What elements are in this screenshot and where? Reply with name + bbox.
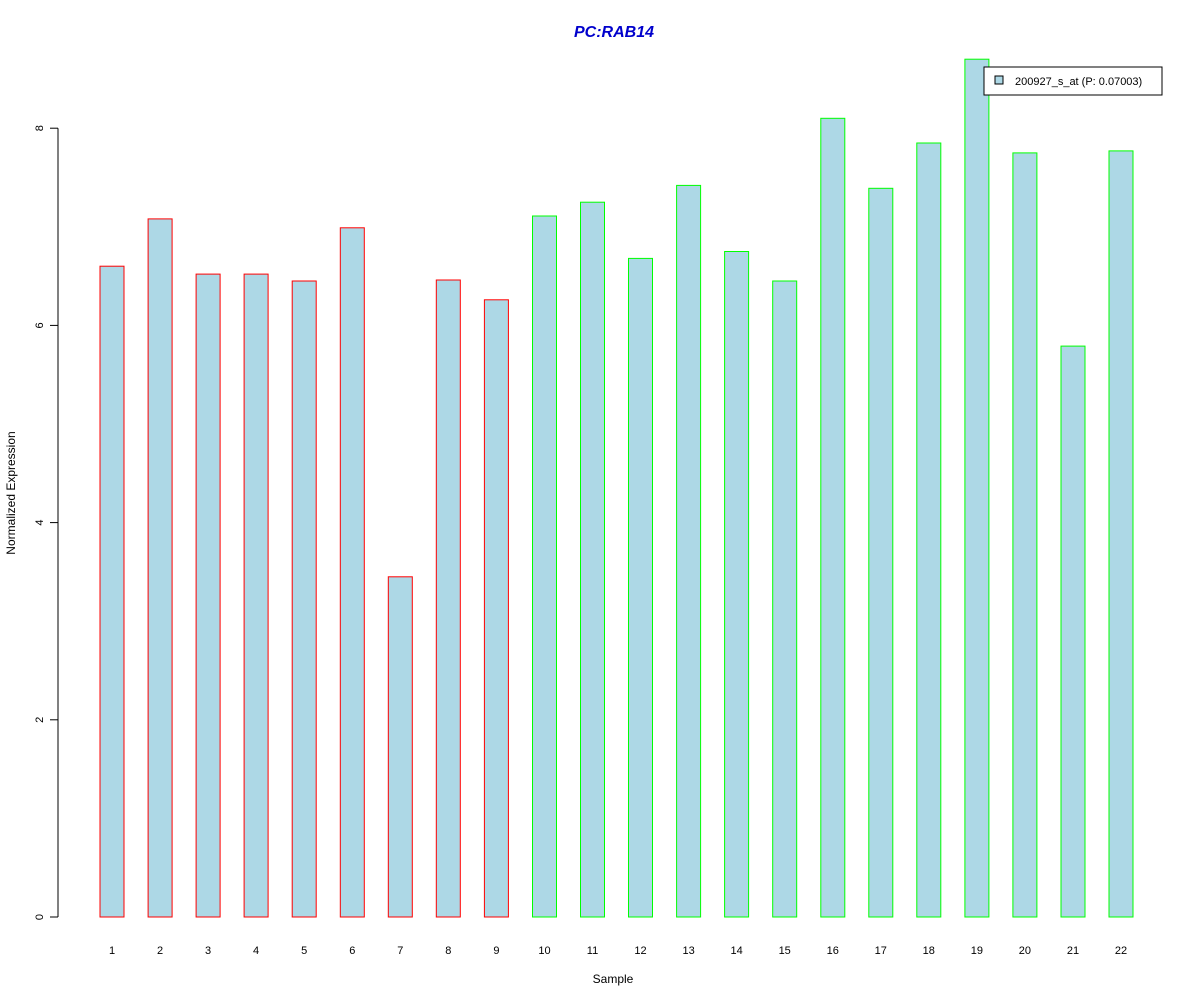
bar-12 [628,257,653,918]
x-tick-label: 12 [634,945,646,957]
bar-13 [676,184,702,918]
bar-5 [291,280,317,918]
bar-6 [339,227,365,918]
x-tick-label: 3 [205,945,211,957]
bar-11 [580,201,605,918]
y-axis-label: Normalized Expression [4,431,18,554]
bar-18 [916,142,942,918]
bar-7 [387,576,413,918]
bar-15 [772,280,798,918]
chart-title: PC:RAB14 [574,24,654,41]
bar-10 [532,215,557,918]
bar-4 [243,273,269,918]
bar-3 [195,273,221,918]
x-tick-label: 10 [538,945,550,957]
bar-14 [724,251,750,918]
legend-swatch [994,75,1004,85]
x-tick-label: 21 [1067,945,1079,957]
x-tick-label: 16 [827,945,839,957]
x-tick-label: 5 [301,945,307,957]
bar-9 [483,299,509,918]
bar-20 [1012,152,1038,918]
bar-8 [435,279,461,918]
y-tick-label: 0 [34,914,46,920]
x-tick-label: 18 [923,945,935,957]
x-tick-label: 15 [779,945,791,957]
y-tick-label: 6 [34,322,46,328]
y-axis: 0 2 4 6 8 [34,125,59,920]
bar-22 [1108,150,1134,918]
x-axis-label: Sample [593,972,634,986]
y-tick-label: 4 [34,520,46,526]
x-tick-label: 4 [253,945,259,957]
x-tick-label: 11 [587,945,598,957]
x-tick-label: 19 [971,945,983,957]
legend: 200927_s_at (P: 0.07003) [983,66,1163,96]
bar-2 [147,218,173,918]
x-tick-label: 13 [682,945,694,957]
x-tick-label: 1 [109,945,115,957]
bars [99,58,1134,918]
y-tick-label: 8 [34,125,46,131]
x-tick-label: 9 [493,945,499,957]
x-tick-labels: 1 2 3 4 5 6 7 8 9 10 11 12 13 14 15 16 17 18 19 20 21 22 [109,945,1127,957]
x-tick-label: 7 [397,945,403,957]
y-tick-label: 2 [34,717,46,723]
bar-16 [820,117,846,918]
bar-19 [964,58,990,918]
x-tick-label: 17 [875,945,887,957]
legend-label: 200927_s_at (P: 0.07003) [1015,76,1142,88]
x-tick-label: 20 [1019,945,1031,957]
x-tick-label: 22 [1115,945,1127,957]
x-tick-label: 8 [445,945,451,957]
bar-21 [1060,345,1086,918]
bar-17 [868,187,894,918]
x-tick-label: 6 [349,945,355,957]
legend-box [983,66,1163,96]
x-tick-label: 2 [157,945,163,957]
x-tick-label: 14 [730,945,742,957]
bar-1 [99,265,125,918]
